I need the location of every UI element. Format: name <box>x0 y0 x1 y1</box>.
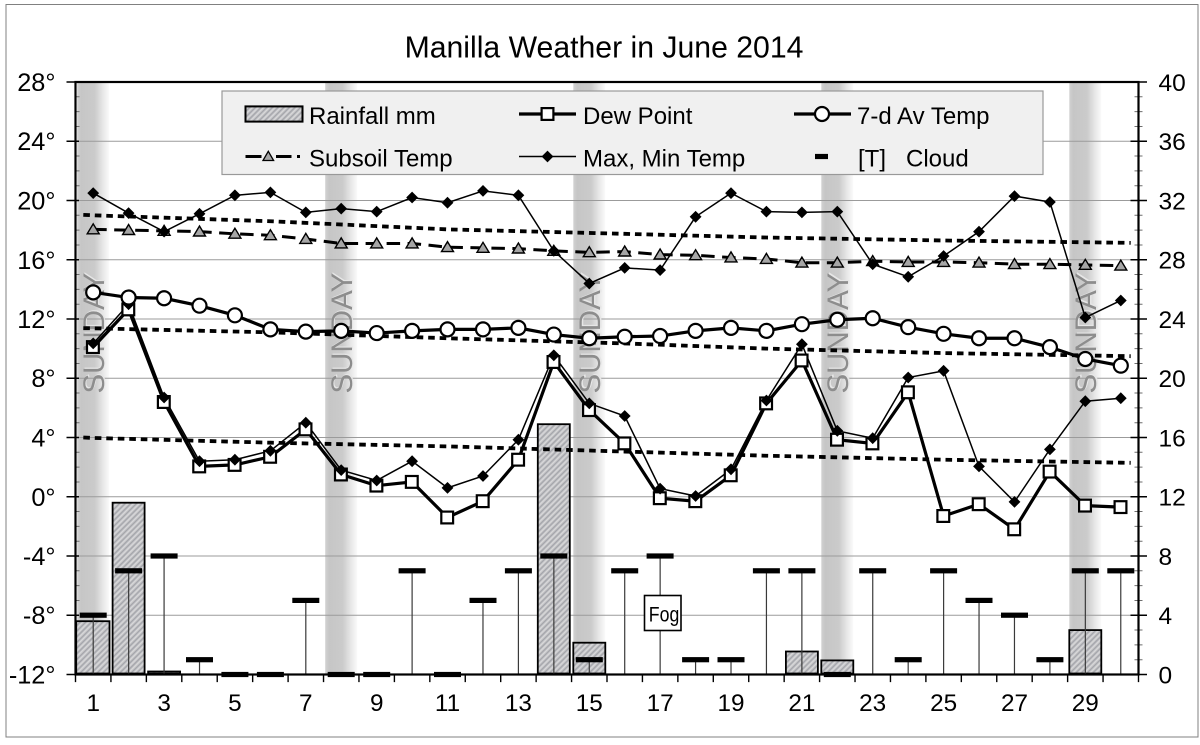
svg-text:19: 19 <box>717 690 744 717</box>
svg-text:4: 4 <box>1159 603 1173 630</box>
svg-text:0°: 0° <box>31 484 55 512</box>
svg-text:12: 12 <box>1159 485 1186 512</box>
svg-text:16: 16 <box>1159 425 1186 452</box>
svg-text:8°: 8° <box>31 365 55 393</box>
svg-text:20°: 20° <box>17 188 55 216</box>
svg-text:SUNDAY: SUNDAY <box>1070 272 1103 393</box>
svg-text:7-d Av Temp: 7-d Av Temp <box>857 103 990 130</box>
svg-text:Cloud: Cloud <box>906 146 969 173</box>
svg-text:24: 24 <box>1159 307 1186 334</box>
svg-text:5: 5 <box>228 690 242 717</box>
svg-text:-4°: -4° <box>23 543 56 571</box>
svg-text:25: 25 <box>930 690 957 717</box>
svg-text:0: 0 <box>1159 662 1173 689</box>
svg-text:32: 32 <box>1159 188 1186 215</box>
svg-text:17: 17 <box>647 690 674 717</box>
svg-text:28: 28 <box>1159 248 1186 275</box>
svg-text:Max, Min Temp: Max, Min Temp <box>583 146 745 173</box>
svg-text:Dew Point: Dew Point <box>583 103 693 130</box>
svg-text:16°: 16° <box>17 247 55 275</box>
svg-text:9: 9 <box>370 690 384 717</box>
svg-text:Subsoil Temp: Subsoil Temp <box>309 146 453 173</box>
svg-text:20: 20 <box>1159 366 1186 393</box>
svg-text:23: 23 <box>859 690 886 717</box>
svg-text:Rainfall mm: Rainfall mm <box>309 103 436 130</box>
svg-text:[T]: [T] <box>858 146 886 173</box>
svg-text:3: 3 <box>157 690 171 717</box>
svg-text:21: 21 <box>788 690 815 717</box>
svg-text:1: 1 <box>86 690 100 717</box>
svg-text:28°: 28° <box>17 69 55 97</box>
svg-text:24°: 24° <box>17 128 55 156</box>
svg-text:36: 36 <box>1159 129 1186 156</box>
svg-text:15: 15 <box>576 690 603 717</box>
svg-text:12°: 12° <box>17 306 55 334</box>
svg-text:40: 40 <box>1159 70 1186 97</box>
svg-text:4°: 4° <box>31 425 55 453</box>
svg-text:11: 11 <box>435 690 460 717</box>
svg-text:-8°: -8° <box>23 602 56 630</box>
svg-text:-12°: -12° <box>9 662 56 690</box>
svg-text:7: 7 <box>299 690 313 717</box>
svg-text:SUNDAY: SUNDAY <box>822 272 855 393</box>
svg-text:29: 29 <box>1072 690 1099 717</box>
svg-text:27: 27 <box>1001 690 1028 717</box>
svg-text:8: 8 <box>1159 544 1173 571</box>
svg-text:Fog: Fog <box>649 603 680 627</box>
svg-text:13: 13 <box>505 690 532 717</box>
svg-text:Manilla Weather in June 2014: Manilla Weather in June 2014 <box>405 31 804 64</box>
